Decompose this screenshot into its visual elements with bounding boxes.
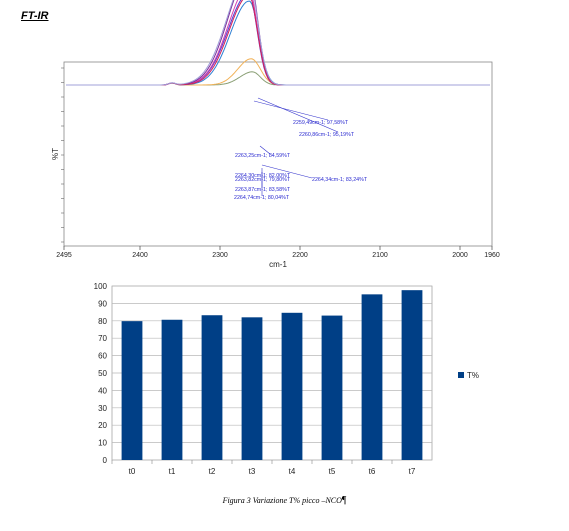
section-heading: FT-IR <box>21 10 49 22</box>
bar-x-tick-label: t2 <box>209 467 216 476</box>
bar-x-tick-label: t1 <box>169 467 176 476</box>
bar-t3 <box>241 317 263 460</box>
bar-x-tick-label: t0 <box>129 467 136 476</box>
bar-t0 <box>121 321 143 460</box>
bar-y-tick-label: 0 <box>103 456 108 465</box>
ir-x-tick-label: 1960 <box>484 252 500 259</box>
ir-annotation-label: 2263,82cm-1; 79,80%T <box>235 177 291 183</box>
ir-annotation-label: 2260,86cm-1; 95,19%T <box>299 132 355 138</box>
bar-y-tick-label: 60 <box>98 352 107 361</box>
ir-annotation-label: 2264,74cm-1; 80,04%T <box>234 195 290 201</box>
ir-annotation-label: 2264,34cm-1; 83,24%T <box>312 177 368 183</box>
bar-y-tick-label: 40 <box>98 386 107 395</box>
figure-caption-text: Figura 3 Variazione T% picco –NCO <box>222 496 342 505</box>
bar-x-tick-label: t4 <box>289 467 296 476</box>
ir-annotation-label: 2263,25cm-1; 84,59%T <box>235 153 291 159</box>
ir-annotation-label: 2259,49cm-1; 97,58%T <box>293 120 349 126</box>
paragraph-mark: ¶ <box>341 495 347 506</box>
bar-y-tick-label: 90 <box>98 299 107 308</box>
bar-t2 <box>201 315 223 460</box>
bar-x-tick-label: t6 <box>369 467 376 476</box>
bar-x-tick-label: t5 <box>329 467 336 476</box>
bar-t1 <box>161 319 183 460</box>
ir-annotation-leader <box>259 145 271 155</box>
figure-caption: Figura 3 Variazione T% picco –NCO¶ <box>0 495 569 506</box>
bar-x-tick-label: t3 <box>249 467 256 476</box>
bar-t5 <box>321 315 343 460</box>
ir-x-tick-label: 2495 <box>56 252 72 259</box>
ir-spectrum-line-7 <box>66 0 490 86</box>
legend-label: T% <box>467 371 479 380</box>
bar-y-tick-label: 80 <box>98 317 107 326</box>
bar-y-tick-label: 30 <box>98 404 107 413</box>
ir-plot-frame <box>63 61 493 247</box>
ir-annotation-leader <box>257 97 339 133</box>
legend-swatch <box>458 372 464 378</box>
bar-t6 <box>361 294 383 460</box>
ir-annotation-leader <box>253 100 329 121</box>
t-percent-bar-chart: 0 10 20 30 40 50 60 70 80 90 100 t0 t1 t2 t3 t4 t5 t6 t7 T% <box>94 282 479 476</box>
bar-y-tick-label: 50 <box>98 369 107 378</box>
bar-t4 <box>281 312 303 460</box>
bar-y-tick-label: 10 <box>98 439 107 448</box>
bar-t7 <box>401 290 423 460</box>
ir-x-tick-label: 2100 <box>372 252 388 259</box>
bar-y-tick-label: 20 <box>98 421 107 430</box>
bar-y-tick-label: 100 <box>94 282 108 291</box>
ir-x-tick-label: 2200 <box>292 252 308 259</box>
bar-x-tick-label: t7 <box>409 467 416 476</box>
ir-x-tick-label: 2400 <box>132 252 148 259</box>
ir-annotation-leader <box>261 164 313 179</box>
bar-y-tick-label: 70 <box>98 334 107 343</box>
ir-annotation-label: 2263,87cm-1; 83,58%T <box>235 187 291 193</box>
ir-x-axis-label: cm-1 <box>269 260 287 269</box>
ir-x-tick-label: 2300 <box>212 252 228 259</box>
ir-annotation-label: 2264,30cm-1; 82,00%T <box>235 173 291 179</box>
ir-x-tick-label: 2000 <box>452 252 468 259</box>
ir-y-axis-label: %T <box>51 148 60 160</box>
ftir-spectrum-chart: 2495 2400 2300 2200 2100 2000 1960 cm-1 %T 2259,4… <box>51 0 500 269</box>
